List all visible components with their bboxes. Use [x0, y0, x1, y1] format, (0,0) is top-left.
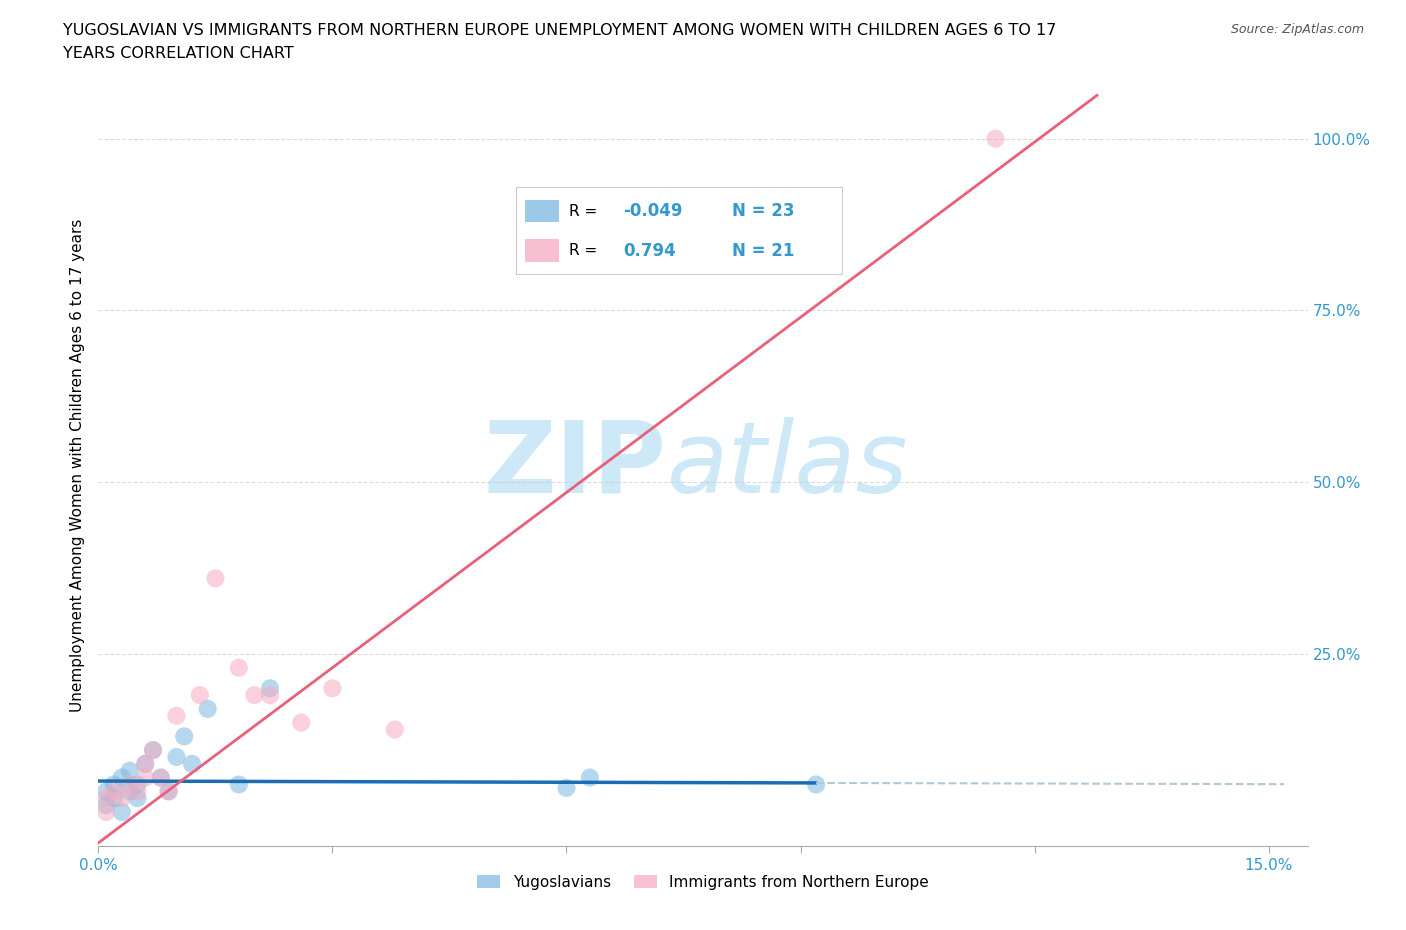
Text: -0.049: -0.049: [623, 202, 683, 220]
Point: [142, 743, 165, 758]
Point: [157, 784, 180, 799]
Bar: [526, 239, 560, 262]
Point: [111, 790, 134, 805]
Y-axis label: Unemployment Among Women with Children Ages 6 to 17 years: Unemployment Among Women with Children A…: [69, 219, 84, 711]
Point: [96, 790, 118, 805]
Point: [96, 804, 118, 819]
Legend: Yugoslavians, Immigrants from Northern Europe: Yugoslavians, Immigrants from Northern E…: [471, 869, 935, 896]
Point: [188, 687, 211, 702]
Point: [149, 770, 172, 785]
Point: [579, 770, 602, 785]
Point: [103, 790, 125, 805]
Point: [134, 756, 156, 771]
Point: [134, 770, 156, 785]
Point: [384, 722, 406, 737]
Point: [111, 770, 134, 785]
Text: Source: ZipAtlas.com: Source: ZipAtlas.com: [1230, 23, 1364, 36]
Point: [103, 784, 125, 799]
Point: [127, 784, 149, 799]
Point: [118, 784, 141, 799]
Point: [204, 571, 226, 586]
FancyBboxPatch shape: [516, 187, 842, 274]
Text: atlas: atlas: [666, 417, 908, 513]
Point: [157, 784, 180, 799]
Text: ZIP: ZIP: [484, 417, 666, 513]
Point: [259, 687, 281, 702]
Point: [118, 764, 141, 778]
Point: [118, 777, 141, 792]
Point: [259, 681, 281, 696]
Point: [197, 701, 219, 716]
Point: [228, 777, 250, 792]
Point: [96, 798, 118, 813]
Point: [243, 687, 266, 702]
Point: [111, 804, 134, 819]
Point: [984, 131, 1007, 146]
Text: N = 23: N = 23: [733, 202, 794, 220]
Text: R =: R =: [569, 204, 602, 219]
Point: [149, 770, 172, 785]
Point: [228, 660, 250, 675]
Text: N = 21: N = 21: [733, 242, 794, 259]
Text: YUGOSLAVIAN VS IMMIGRANTS FROM NORTHERN EUROPE UNEMPLOYMENT AMONG WOMEN WITH CHI: YUGOSLAVIAN VS IMMIGRANTS FROM NORTHERN …: [63, 23, 1057, 38]
Point: [127, 777, 149, 792]
Text: YEARS CORRELATION CHART: YEARS CORRELATION CHART: [63, 46, 294, 61]
Point: [804, 777, 827, 792]
Point: [555, 780, 578, 795]
Text: R =: R =: [569, 244, 602, 259]
Bar: [526, 200, 560, 222]
Point: [165, 750, 187, 764]
Point: [165, 709, 187, 724]
Point: [142, 743, 165, 758]
Point: [127, 790, 149, 805]
Point: [290, 715, 312, 730]
Point: [134, 756, 156, 771]
Point: [96, 784, 118, 799]
Point: [103, 777, 125, 792]
Point: [173, 729, 195, 744]
Point: [321, 681, 343, 696]
Text: 0.794: 0.794: [623, 242, 676, 259]
Point: [181, 756, 204, 771]
